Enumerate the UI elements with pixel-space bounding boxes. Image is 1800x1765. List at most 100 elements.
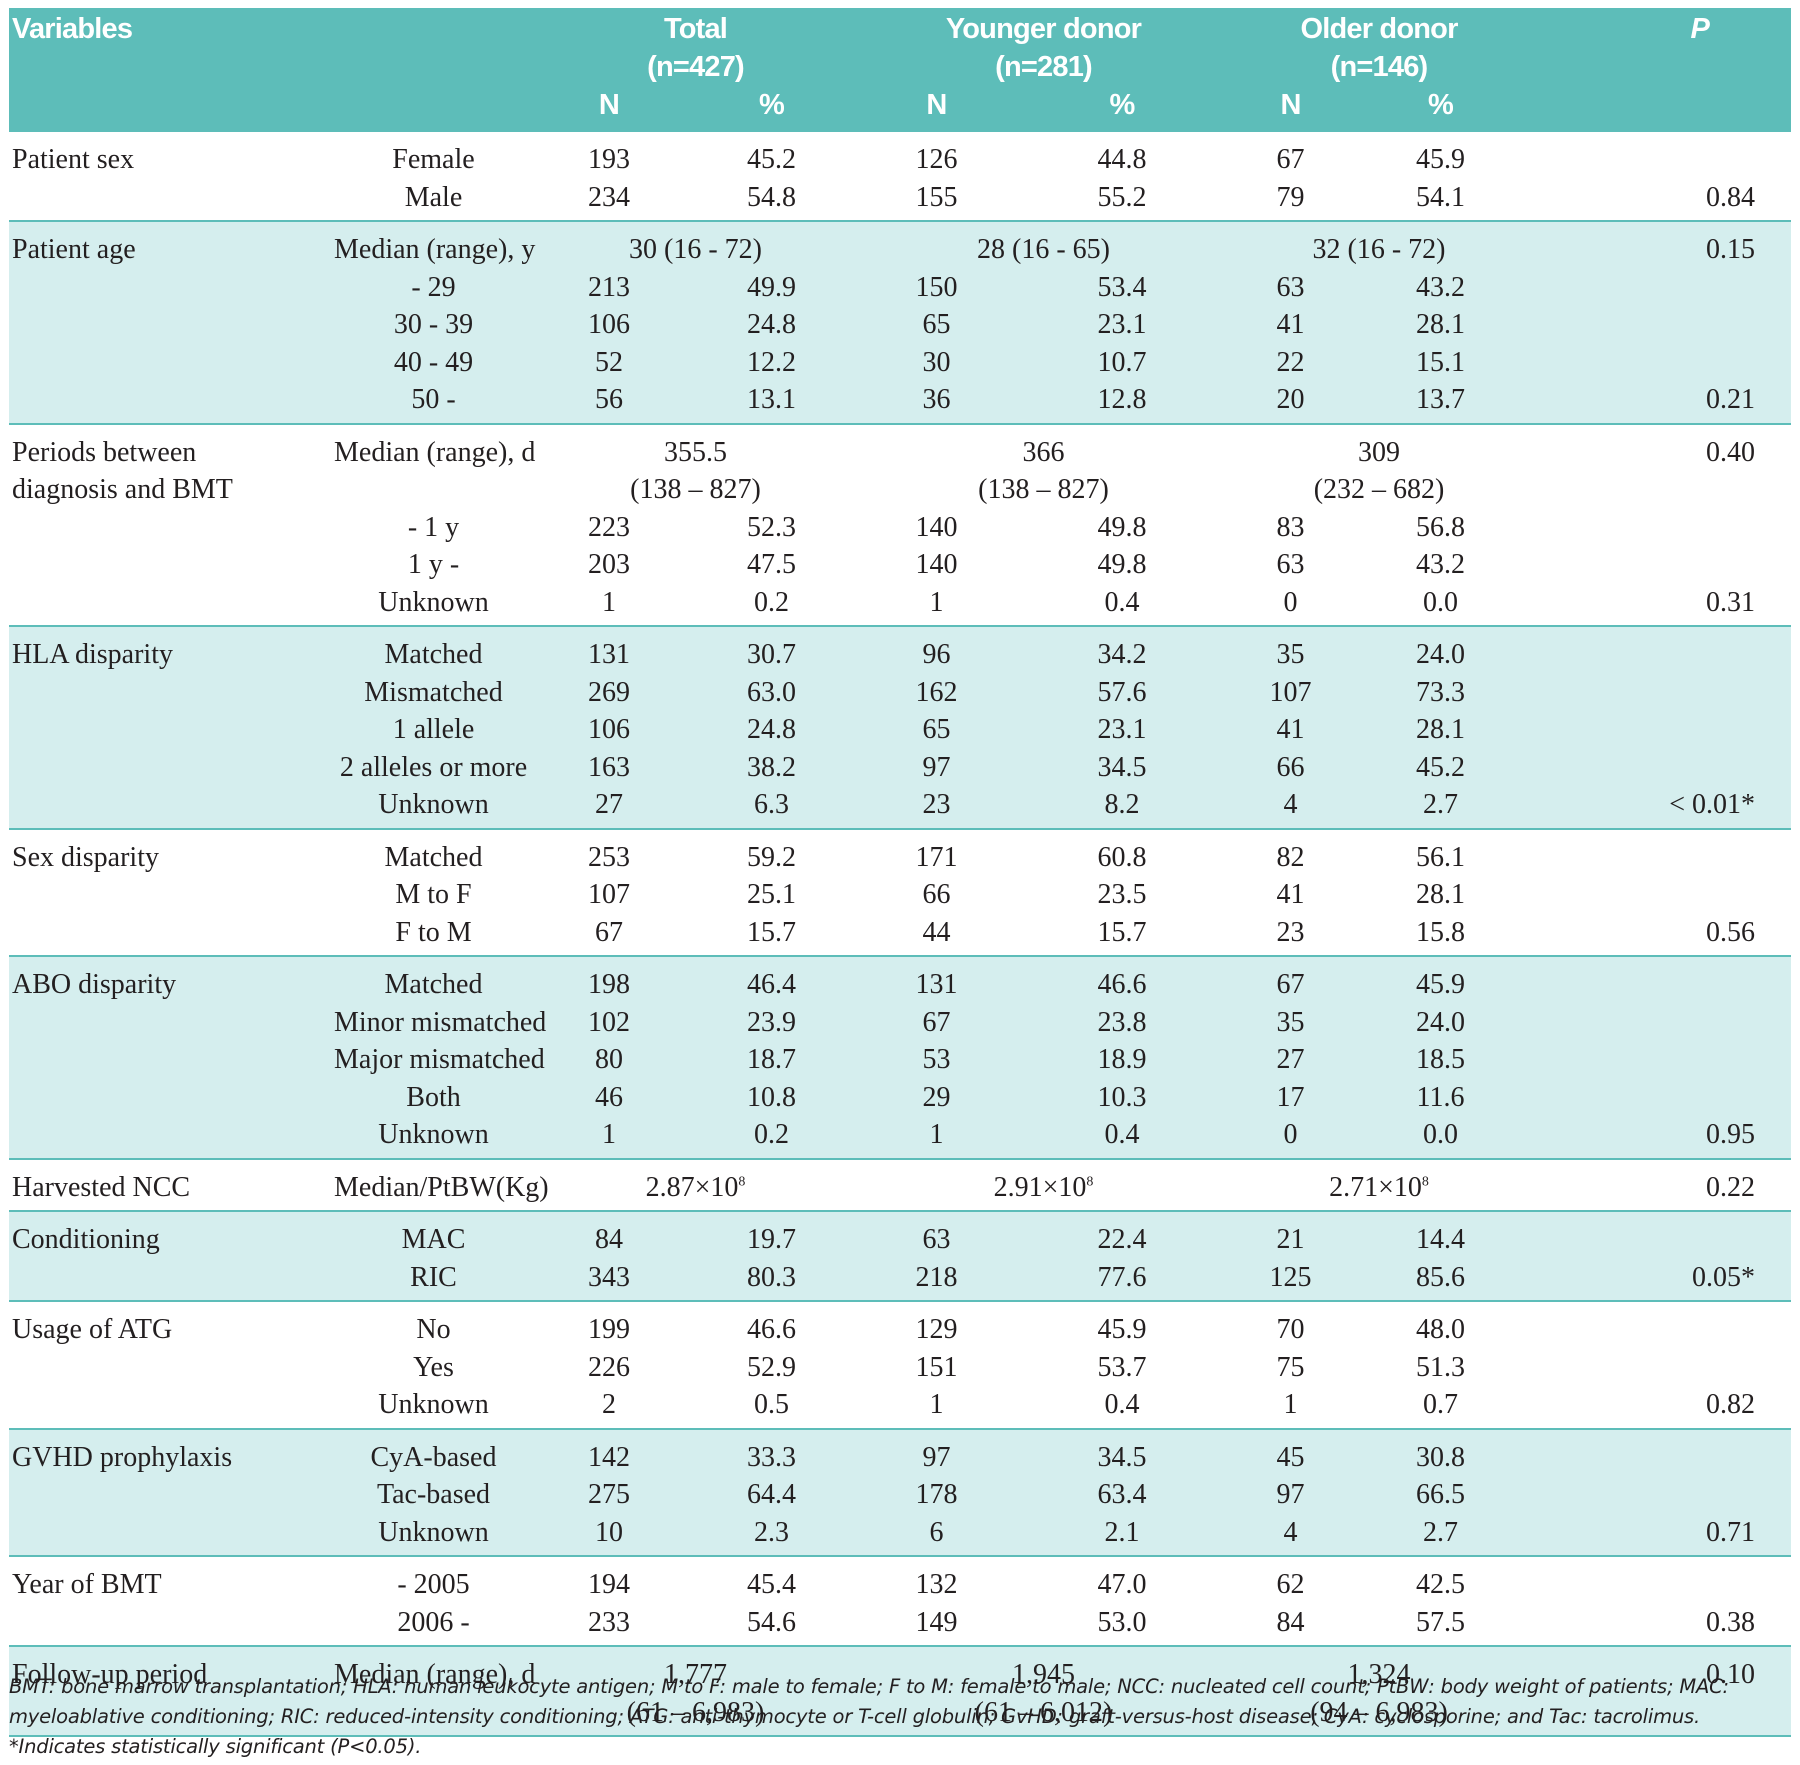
footnote-line: BMT: bone marrow transplantation; HLA: h… [9, 1675, 1729, 1698]
p-value: 0.15 [1529, 221, 1792, 269]
cell-total-pct: 49.9 [685, 268, 858, 306]
header-group-total: Total [533, 8, 858, 48]
median-older: 1,324 [1229, 1646, 1530, 1694]
median-younger: 1,945 [858, 1646, 1230, 1694]
cell-younger-n: 29 [858, 1078, 1015, 1116]
cell-younger-n: 23 [858, 786, 1015, 830]
p-value [1529, 509, 1791, 547]
category-label: - 1 y [407, 511, 460, 543]
median-row: Harvested NCC Median/PtBW(Kg) 2.87×108 2.91… [9, 1158, 1792, 1212]
table-row: Minor mismatched 102 23.9 67 23.8 35 24.0 [9, 1003, 1792, 1041]
table-row: - 1 y 223 52.3 140 49.8 83 56.8 [9, 509, 1791, 547]
category-label: Major mismatched [334, 1041, 545, 1079]
category-label: Matched [334, 626, 533, 674]
cell-older-n: 62 [1276, 1569, 1305, 1600]
cell-older-pct: 24.0 [1352, 626, 1530, 674]
median-range-older: (232 – 682) [1313, 474, 1445, 505]
baseline-characteristics-table: Variables Total Younger donor Older donor P(… [9, 8, 1792, 1737]
cell-total-n: 226 [588, 1351, 630, 1383]
cell-younger-n: 151 [915, 1351, 958, 1383]
cell-total-pct: 23.9 [685, 1003, 858, 1041]
cell-older-pct: 45.9 [1352, 956, 1530, 1004]
cell-total-n: 106 [533, 711, 685, 749]
cell-total-n: 198 [533, 956, 685, 1004]
median-younger: 28 (16 - 65) [858, 221, 1230, 269]
cell-older-pct: 73.3 [1352, 673, 1530, 711]
category-label: 2006 - [334, 1603, 533, 1647]
cell-total-n: 269 [533, 673, 685, 711]
median-range-younger: (61 – 6,012) [858, 1693, 1230, 1737]
cell-older-pct: 43.2 [1352, 268, 1530, 306]
cell-older-pct: 15.1 [1352, 343, 1530, 381]
category-label: 30 - 39 [334, 306, 533, 344]
table-row: Unknown 2 0.5 1 0.4 1 0.7 0.82 [9, 1386, 1792, 1430]
cell-younger-pct: 2.1 [1015, 1513, 1230, 1557]
cell-older-n: 35 [1229, 626, 1353, 674]
cell-total-pct: 59.2 [747, 841, 796, 873]
cell-older-pct: 0.0 [1352, 1116, 1530, 1160]
cell-older-pct: 56.1 [1416, 841, 1466, 873]
cell-total-pct: 38.2 [685, 748, 858, 786]
median-total: 2.87×108 [533, 1158, 858, 1212]
cell-total-n: 10 [533, 1513, 685, 1557]
median-total: 30 (16 - 72) [533, 221, 858, 269]
cell-older-n: 82 [1276, 841, 1305, 873]
cell-total-n: 27 [533, 786, 685, 830]
cell-total-pct: 13.1 [685, 381, 858, 425]
cell-younger-pct: 46.6 [1015, 956, 1230, 1004]
footnote-line: myeloablative conditioning; RIC: reduced… [9, 1705, 1700, 1728]
variable-label: Sex disparity [12, 841, 159, 873]
median-total: 355.5 [664, 436, 727, 468]
median-older: 2.71×108 [1229, 1158, 1530, 1212]
category-label: Yes [413, 1351, 454, 1383]
cell-younger-pct: 57.6 [1015, 673, 1230, 711]
cell-total-n: 102 [533, 1003, 685, 1041]
cell-total-n: 131 [533, 626, 685, 674]
table-row: GVHD prophylaxis CyA-based 142 33.3 97 34.5 45… [9, 1428, 1792, 1476]
cell-older-n: 0 [1229, 583, 1353, 627]
category-label: 40 - 49 [334, 343, 533, 381]
median-row: Follow-up period Median (range), d 1,777 1,… [9, 1646, 1792, 1694]
p-value: 0.05* [1529, 1258, 1792, 1302]
median-total: 1,777 [533, 1646, 858, 1694]
cell-older-n: 41 [1276, 879, 1305, 910]
table-row: Male 234 54.8 155 55.2 79 54.1 0.84 [9, 178, 1792, 222]
table-row: Conditioning MAC 84 19.7 63 22.4 21 14.4 [9, 1211, 1792, 1259]
cell-younger-n: 155 [858, 178, 1015, 222]
cell-younger-pct: 55.2 [1015, 178, 1230, 222]
cell-younger-n: 171 [915, 841, 958, 873]
cell-older-pct: 2.7 [1352, 1513, 1530, 1557]
cell-total-n: 163 [533, 748, 685, 786]
table-row: 2 alleles or more 163 38.2 97 34.5 66 45.2 [9, 748, 1792, 786]
cell-younger-n: 129 [915, 1314, 958, 1345]
cell-total-n: 80 [533, 1041, 685, 1079]
median-range-row: (61 – 6,983) (61 – 6,012) (94 – 6,983) [9, 1693, 1792, 1737]
variable-label-cont: diagnosis and BMT [12, 474, 233, 505]
cell-total-n: 223 [588, 511, 630, 543]
cell-younger-n: 1 [858, 1116, 1015, 1160]
cell-younger-pct: 63.4 [1015, 1476, 1230, 1514]
variable-group: Conditioning MAC 84 19.7 63 22.4 21 14.4 RIC 343 8… [9, 1211, 1792, 1302]
cell-younger-n: 96 [858, 626, 1015, 674]
cell-younger-pct: 10.3 [1015, 1078, 1230, 1116]
cell-older-n: 1 [1229, 1386, 1353, 1430]
p-value: 0.31 [1529, 583, 1792, 627]
cell-younger-pct: 34.2 [1015, 626, 1230, 674]
cell-total-n: 275 [533, 1476, 685, 1514]
cell-older-n: 41 [1229, 711, 1353, 749]
category-label: Unknown [334, 1513, 533, 1557]
variable-label: Patient sex [12, 144, 135, 175]
p-value: 0.84 [1529, 178, 1792, 222]
cell-older-n: 67 [1229, 956, 1353, 1004]
cell-total-n: 193 [588, 144, 630, 175]
cell-older-n: 63 [1229, 268, 1353, 306]
cell-total-pct: 54.8 [685, 178, 858, 222]
variable-label: Usage of ATG [12, 1314, 173, 1345]
table-header: Variables Total Younger donor Older donor P(… [9, 8, 1792, 132]
cell-older-pct: 54.1 [1352, 178, 1530, 222]
cell-older-n: 20 [1229, 381, 1353, 425]
p-value [1529, 1211, 1792, 1259]
cell-younger-pct: 53.7 [1097, 1351, 1147, 1383]
cell-older-n: 79 [1229, 178, 1353, 222]
cell-total-pct: 12.2 [685, 343, 858, 381]
